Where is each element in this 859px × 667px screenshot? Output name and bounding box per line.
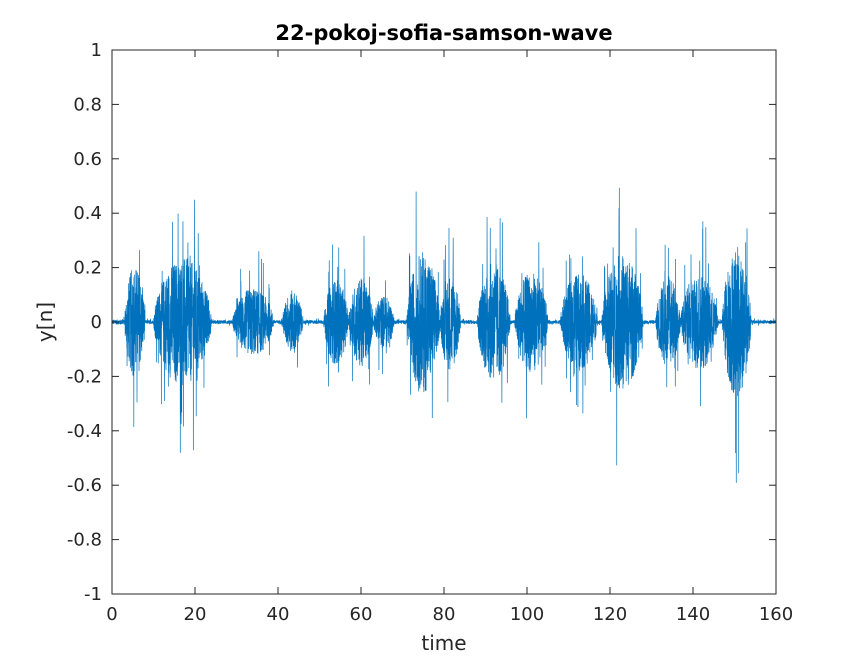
y-axis-label: y[n] [33, 302, 57, 342]
x-tick-label: 160 [759, 604, 793, 625]
x-tick-label: 140 [676, 604, 710, 625]
y-tick-label: 0.6 [73, 149, 102, 170]
x-tick-label: 80 [433, 604, 456, 625]
x-tick-label: 0 [106, 604, 117, 625]
plot-area: 0 20 40 60 80 100 120 140 160 -1 -0.8 -0.6 -0.4 -0.2… [67, 40, 793, 625]
x-tick-label: 20 [184, 604, 207, 625]
waveform-series [111, 187, 777, 483]
y-axis-ticks: -1 -0.8 -0.6 -0.4 -0.2 0 0.2 0.4 0.6 0.8 1 [67, 40, 776, 605]
y-tick-label: -0.2 [67, 366, 102, 387]
y-tick-label: 0.4 [73, 203, 102, 224]
x-tick-label: 100 [510, 604, 544, 625]
y-tick-label: -0.6 [67, 475, 102, 496]
x-axis-ticks: 0 20 40 60 80 100 120 140 160 [106, 50, 793, 625]
y-tick-label: -1 [84, 584, 102, 605]
y-tick-label: -0.8 [67, 530, 102, 551]
x-tick-label: 40 [267, 604, 290, 625]
chart-title: 22-pokoj-sofia-samson-wave [275, 21, 612, 45]
y-tick-label: 0.2 [73, 258, 102, 279]
y-tick-label: -0.4 [67, 421, 102, 442]
y-tick-label: 0 [91, 312, 102, 333]
x-axis-label: time [421, 631, 466, 655]
y-tick-label: 1 [91, 40, 102, 61]
x-tick-label: 60 [350, 604, 373, 625]
waveform-line [111, 187, 777, 483]
x-tick-label: 120 [593, 604, 627, 625]
y-tick-label: 0.8 [73, 94, 102, 115]
